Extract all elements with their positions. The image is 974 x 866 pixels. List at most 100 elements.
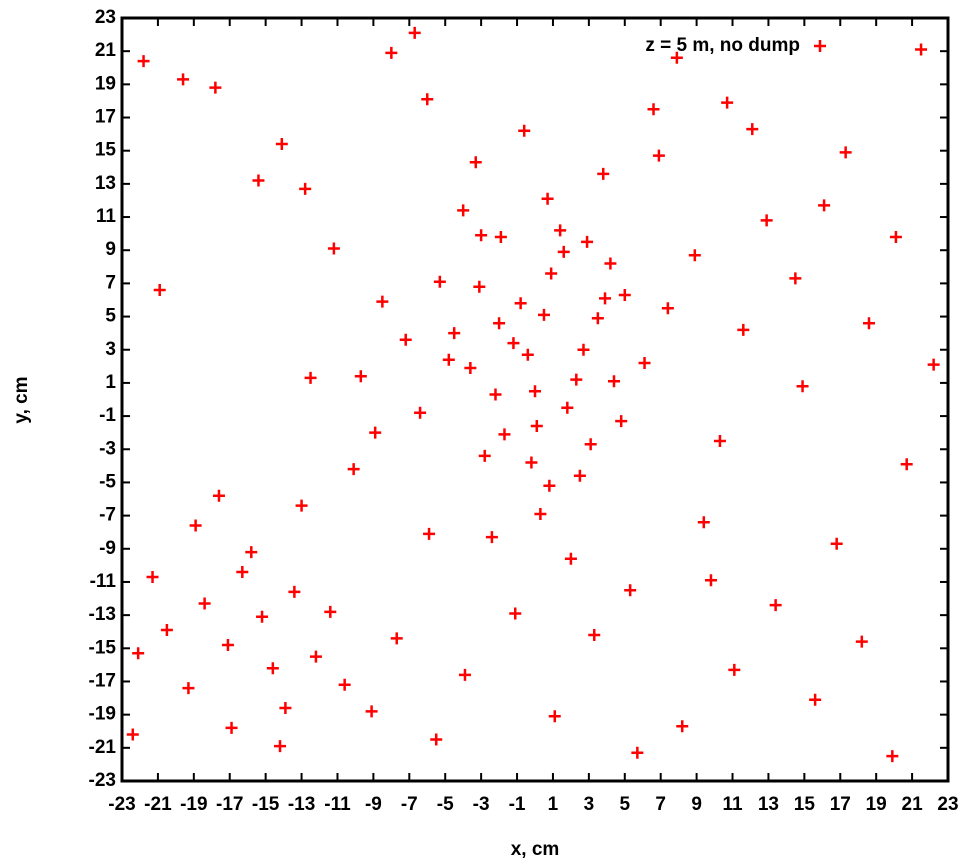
point xyxy=(189,519,202,532)
y-tick-label: -23 xyxy=(89,770,116,791)
point xyxy=(137,55,150,68)
point xyxy=(818,199,831,212)
x-tick-label: 15 xyxy=(794,794,816,815)
point xyxy=(212,489,225,502)
point xyxy=(809,693,822,706)
point xyxy=(354,370,367,383)
point xyxy=(521,348,534,361)
x-tick-label: -19 xyxy=(180,794,207,815)
x-tick-label: 5 xyxy=(619,794,630,815)
point xyxy=(599,292,612,305)
legend-label: z = 5 m, no dump xyxy=(645,35,800,56)
point xyxy=(457,204,470,217)
point xyxy=(177,73,190,86)
x-tick-label: 13 xyxy=(758,794,779,815)
point xyxy=(537,308,550,321)
point xyxy=(408,26,421,39)
y-tick-label: -3 xyxy=(99,438,116,459)
point xyxy=(760,214,773,227)
point xyxy=(713,434,726,447)
point xyxy=(182,682,195,695)
point xyxy=(433,275,446,288)
y-tick-label: -15 xyxy=(89,637,117,658)
point xyxy=(704,574,717,587)
point xyxy=(464,361,477,374)
point xyxy=(160,624,173,637)
point xyxy=(390,632,403,645)
point xyxy=(545,267,558,280)
point xyxy=(221,638,234,651)
y-tick-label: -9 xyxy=(99,538,116,559)
point xyxy=(493,317,506,330)
y-tick-label: -21 xyxy=(89,737,117,758)
point xyxy=(889,230,902,243)
y-tick-label: -5 xyxy=(99,471,116,492)
point xyxy=(198,597,211,610)
x-tick-label: 3 xyxy=(584,794,595,815)
x-tick-label: 9 xyxy=(691,794,702,815)
y-tick-label: 1 xyxy=(105,372,116,393)
point xyxy=(855,635,868,648)
point xyxy=(485,531,498,544)
point xyxy=(507,337,520,350)
plot-frame xyxy=(120,16,950,783)
point xyxy=(252,174,265,187)
x-tick-label: -3 xyxy=(473,794,490,815)
point xyxy=(475,229,488,242)
point xyxy=(365,705,378,718)
y-axis-label: y, cm xyxy=(11,376,32,423)
point xyxy=(347,463,360,476)
point xyxy=(615,415,628,428)
y-tick-label: 15 xyxy=(95,140,117,161)
y-tick-label: -17 xyxy=(89,670,116,691)
point xyxy=(927,358,940,371)
point xyxy=(688,249,701,262)
point xyxy=(327,242,340,255)
y-tick-label: 13 xyxy=(95,173,116,194)
point xyxy=(458,668,471,681)
y-tick-label: 9 xyxy=(105,239,116,260)
point xyxy=(324,605,337,618)
y-tick-label: -11 xyxy=(90,571,117,592)
x-tick-label: 1 xyxy=(548,794,559,815)
point xyxy=(584,438,597,451)
y-tick-label: -1 xyxy=(99,405,116,426)
point xyxy=(608,375,621,388)
point xyxy=(557,245,570,258)
point xyxy=(385,46,398,59)
point xyxy=(245,546,258,559)
point xyxy=(225,721,238,734)
point xyxy=(236,566,249,579)
point xyxy=(577,343,590,356)
point xyxy=(146,570,159,583)
y-tick-label: 7 xyxy=(105,272,116,293)
y-tick-label: 11 xyxy=(96,206,117,227)
legend-marker xyxy=(814,40,826,52)
x-tick-label: -7 xyxy=(401,794,418,815)
point xyxy=(900,458,913,471)
point xyxy=(304,371,317,384)
point xyxy=(469,156,482,169)
point xyxy=(534,507,547,520)
point xyxy=(661,302,674,315)
x-axis-label: x, cm xyxy=(511,839,560,860)
point xyxy=(126,728,139,741)
point xyxy=(421,93,434,106)
x-tick-label: 23 xyxy=(937,794,958,815)
point xyxy=(554,224,567,237)
y-tick-label: -7 xyxy=(99,505,116,526)
point xyxy=(153,284,166,297)
point xyxy=(376,295,389,308)
x-tick-label: 21 xyxy=(902,794,924,815)
y-tick-label: -19 xyxy=(89,704,116,725)
point xyxy=(498,428,511,441)
point xyxy=(279,702,292,715)
x-tick-label: -15 xyxy=(252,794,280,815)
point xyxy=(588,629,601,642)
y-tick-label: 17 xyxy=(95,107,116,128)
point xyxy=(604,257,617,270)
x-tick-label: -17 xyxy=(216,794,243,815)
point xyxy=(652,149,665,162)
point xyxy=(676,720,689,733)
